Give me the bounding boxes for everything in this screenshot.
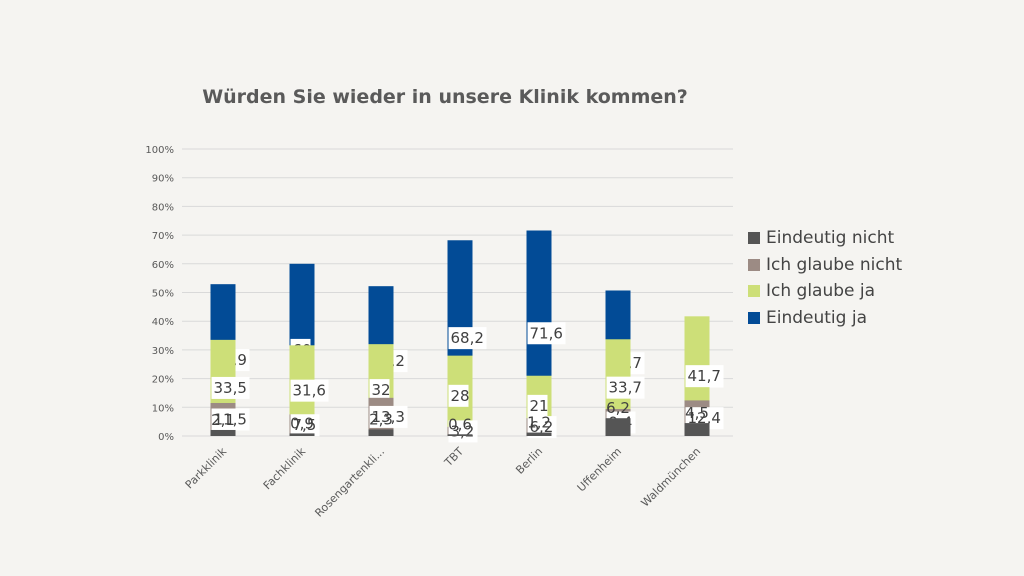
bar-segment xyxy=(289,433,315,436)
data-label: 6,2 xyxy=(606,399,630,417)
data-label: 12,4 xyxy=(688,409,721,427)
x-tick-label: Parkklinik xyxy=(183,444,230,491)
data-label-bg xyxy=(369,379,390,402)
data-label-bg xyxy=(290,379,329,402)
x-tick-label: Fachklinik xyxy=(261,444,309,492)
data-label: 6,2 xyxy=(530,418,554,436)
bar-segment xyxy=(447,434,473,436)
x-tick-label: Berlin xyxy=(513,445,545,477)
data-label: 41,7 xyxy=(688,367,721,385)
y-tick-label: 0% xyxy=(158,432,174,443)
data-label: 4,5 xyxy=(685,404,709,422)
x-tick-label: Rosengartenkli... xyxy=(312,445,387,520)
legend: Eindeutig nicht Ich glaube nicht Ich glaub… xyxy=(748,225,902,331)
data-label-bg xyxy=(290,414,320,437)
data-label: 7,5 xyxy=(293,416,317,434)
y-tick-label: 20% xyxy=(152,375,174,386)
data-label: 33,7 xyxy=(609,379,642,397)
data-label: 31,6 xyxy=(293,382,326,400)
bar-segment xyxy=(526,432,552,436)
legend-item: Ich glaube nicht xyxy=(748,252,902,279)
data-label: 0,9 xyxy=(290,414,314,432)
bar-segment xyxy=(368,429,394,436)
y-tick-label: 30% xyxy=(152,346,174,357)
data-label-bg xyxy=(211,408,250,431)
data-label: 68,2 xyxy=(451,329,484,347)
legend-item: Eindeutig nicht xyxy=(748,225,902,252)
y-tick-label: 70% xyxy=(152,231,174,242)
legend-label: Eindeutig ja xyxy=(766,307,867,328)
bar-segment xyxy=(684,423,710,436)
data-label: 13,3 xyxy=(372,408,405,426)
x-tick-label: TBT xyxy=(441,445,466,470)
bar-segment xyxy=(605,418,631,436)
legend-swatch xyxy=(748,311,760,324)
legend-swatch xyxy=(748,232,760,245)
x-tick-label: Waldmünchen xyxy=(639,445,704,510)
data-label: 2,1 xyxy=(211,411,235,429)
data-label-bg xyxy=(685,365,724,388)
data-label: 71,6 xyxy=(530,324,563,342)
bar-segment xyxy=(210,429,236,436)
y-tick-label: 10% xyxy=(152,403,174,414)
data-label: 0,6 xyxy=(448,415,472,433)
data-label-bg xyxy=(527,394,548,417)
legend-label: Ich glaube nicht xyxy=(766,254,903,275)
data-label-bg xyxy=(448,420,478,443)
legend-label: Eindeutig nicht xyxy=(766,228,895,249)
data-label: 32 xyxy=(372,381,391,399)
legend-item: Ich glaube ja xyxy=(748,278,902,305)
legend-swatch xyxy=(748,285,760,298)
data-label: 21 xyxy=(530,397,549,415)
data-label: 2,3 xyxy=(369,410,393,428)
legend-label: Ich glaube ja xyxy=(766,281,876,302)
data-label: 28 xyxy=(451,387,470,405)
data-label-bg xyxy=(211,376,250,399)
y-tick-label: 90% xyxy=(152,174,174,185)
data-label-bg xyxy=(369,405,408,428)
y-tick-label: 100% xyxy=(145,145,174,156)
chart-title: Würden Sie wieder in unsere Klinik komme… xyxy=(202,86,688,108)
y-tick-label: 60% xyxy=(152,260,174,271)
legend-item: Eindeutig ja xyxy=(748,305,902,332)
data-label: 33,5 xyxy=(214,379,247,397)
data-label: 11,5 xyxy=(214,410,247,428)
data-label-bg xyxy=(448,384,469,407)
y-tick-label: 80% xyxy=(152,202,174,213)
x-tick-label: Uffenheim xyxy=(575,445,624,494)
data-label-bg xyxy=(448,327,487,350)
legend-swatch xyxy=(748,258,760,271)
data-label-bg xyxy=(606,376,645,399)
y-tick-label: 50% xyxy=(152,289,174,300)
data-label-bg xyxy=(527,322,566,345)
data-label: 1,2 xyxy=(527,414,551,432)
y-tick-label: 40% xyxy=(152,317,174,328)
